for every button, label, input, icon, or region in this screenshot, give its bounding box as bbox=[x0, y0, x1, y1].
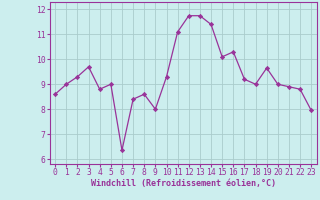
X-axis label: Windchill (Refroidissement éolien,°C): Windchill (Refroidissement éolien,°C) bbox=[91, 179, 276, 188]
